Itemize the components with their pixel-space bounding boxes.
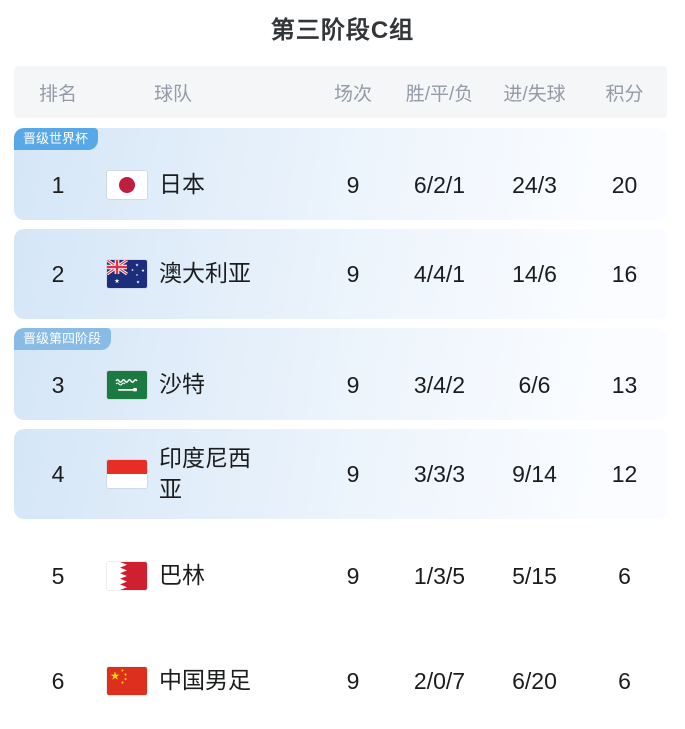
table-row[interactable]: 6 中国男足 9 2/0/7 6/20 6 <box>14 633 667 729</box>
header-team: 球队 <box>154 83 193 105</box>
china-flag <box>107 666 147 695</box>
wdl: 1/3/5 <box>413 562 466 589</box>
matches: 9 <box>346 667 360 694</box>
header-win-draw-loss: 胜/平/负 <box>405 83 474 105</box>
goals: 9/14 <box>512 460 557 487</box>
header-goals: 进/失球 <box>503 83 566 105</box>
team: 沙特 <box>102 369 314 400</box>
points: 13 <box>611 371 638 398</box>
points: 20 <box>611 171 638 198</box>
table-row[interactable]: 晋级第四阶段 3 沙特 9 3/4/2 6/6 13 <box>14 328 667 420</box>
points: 16 <box>611 260 638 287</box>
qualification-badge: 晋级第四阶段 <box>14 328 112 350</box>
australia-flag <box>107 259 147 288</box>
team: 中国男足 <box>102 665 314 696</box>
japan-flag <box>107 170 147 199</box>
table-row[interactable]: 5 巴林 9 1/3/5 5/15 6 <box>14 528 667 624</box>
table-header: 排名 球队 场次 胜/平/负 进/失球 积分 <box>14 66 667 118</box>
table-row[interactable]: 4 印度尼西亚 9 3/3/3 9/14 12 <box>14 429 667 519</box>
rank: 2 <box>51 260 65 287</box>
qualification-badge: 晋级世界杯 <box>14 128 99 150</box>
matches: 9 <box>346 460 360 487</box>
wdl: 2/0/7 <box>413 667 466 694</box>
matches: 9 <box>346 171 360 198</box>
team-name: 澳大利亚 <box>159 260 251 287</box>
points: 6 <box>618 562 631 589</box>
saudi-arabia-flag <box>107 370 147 399</box>
goals: 5/15 <box>512 562 557 589</box>
team-name: 巴林 <box>159 562 205 589</box>
page-title: 第三阶段C组 <box>270 17 415 44</box>
points: 12 <box>611 460 638 487</box>
wdl: 4/4/1 <box>413 260 466 287</box>
goals: 6/20 <box>512 667 557 694</box>
rank: 3 <box>51 371 65 398</box>
points: 6 <box>618 667 631 694</box>
rank: 6 <box>51 667 65 694</box>
team: 日本 <box>102 169 314 200</box>
rank: 5 <box>51 562 65 589</box>
team-name: 中国男足 <box>159 667 251 694</box>
rank: 1 <box>51 171 65 198</box>
wdl: 3/4/2 <box>413 371 466 398</box>
bahrain-flag <box>107 561 147 590</box>
team-name: 沙特 <box>159 371 205 398</box>
goals: 6/6 <box>518 371 551 398</box>
matches: 9 <box>346 260 360 287</box>
goals: 24/3 <box>512 171 557 198</box>
matches: 9 <box>346 371 360 398</box>
table-row[interactable]: 晋级世界杯 1 日本 9 6/2/1 24/3 20 <box>14 128 667 220</box>
header-points: 积分 <box>605 83 644 105</box>
wdl: 6/2/1 <box>413 171 466 198</box>
matches: 9 <box>346 562 360 589</box>
indonesia-flag <box>107 460 147 488</box>
team: 印度尼西亚 <box>102 443 314 505</box>
standings-table: 晋级世界杯 1 日本 9 6/2/1 24/3 20 2 澳大利亚 9 4/4/… <box>0 128 685 729</box>
team-name: 印度尼西亚 <box>159 444 251 502</box>
rank: 4 <box>51 460 65 487</box>
header-rank: 排名 <box>38 83 77 105</box>
wdl: 3/3/3 <box>413 460 466 487</box>
header-matches: 场次 <box>333 83 372 105</box>
team: 澳大利亚 <box>102 258 314 289</box>
team: 巴林 <box>102 560 314 591</box>
table-row[interactable]: 2 澳大利亚 9 4/4/1 14/6 16 <box>14 229 667 319</box>
goals: 14/6 <box>512 260 557 287</box>
team-name: 日本 <box>159 171 205 198</box>
